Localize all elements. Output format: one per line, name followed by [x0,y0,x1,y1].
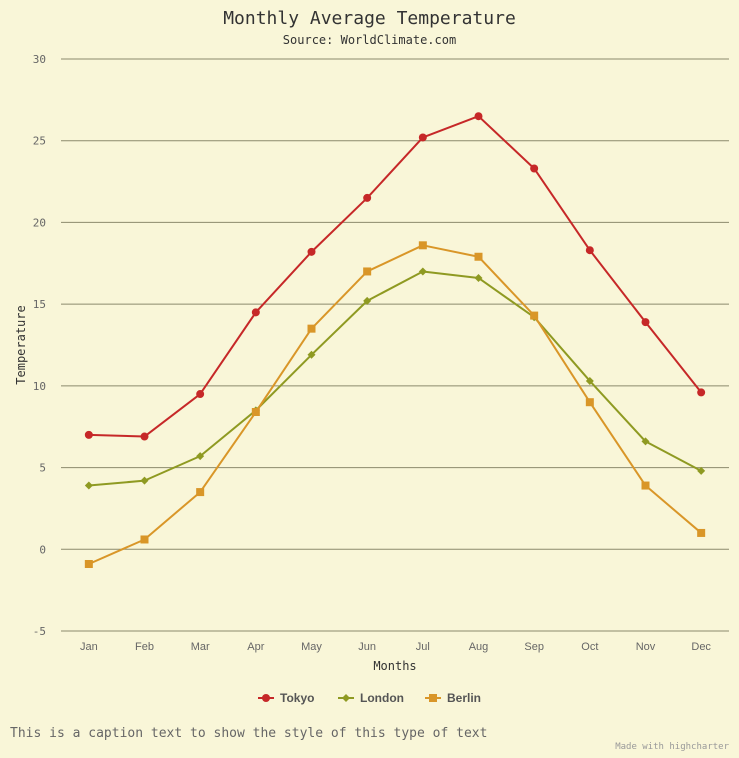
y-axis-label: Temperature [14,305,28,384]
data-point-berlin[interactable] [251,408,260,417]
data-point-london[interactable] [363,296,372,305]
legend-symbol-london [342,694,350,702]
data-point-tokyo[interactable] [363,193,372,202]
x-tick-label: Dec [691,641,711,653]
x-tick-label: Mar [191,641,210,653]
y-tick-label: 25 [33,135,46,148]
x-tick-label: May [301,641,322,653]
series-line-berlin[interactable] [87,244,703,565]
series-line-london[interactable] [87,270,703,487]
data-point-berlin[interactable] [196,488,205,497]
legend-item-berlin[interactable]: Berlin [425,691,481,705]
chart-subtitle: Source: WorldClimate.com [283,33,456,47]
y-tick-label: 15 [33,298,46,311]
x-tick-label: Sep [524,641,544,653]
data-point-tokyo[interactable] [84,430,93,439]
data-point-berlin[interactable] [641,481,650,490]
legend-label-london: London [360,691,404,705]
chart-title: Monthly Average Temperature [223,8,516,29]
grid-lines [61,58,729,632]
data-point-tokyo[interactable] [251,308,260,317]
data-point-london[interactable] [418,267,427,276]
series-line-tokyo[interactable] [87,115,703,438]
data-point-london[interactable] [697,466,706,475]
data-point-london[interactable] [196,452,205,461]
legend-label-berlin: Berlin [447,691,481,705]
series-tokyo [84,112,706,441]
legend-symbol-tokyo [262,694,270,702]
data-point-berlin[interactable] [418,241,427,250]
data-point-london[interactable] [474,273,483,282]
y-axis-ticks: -5 0 5 10 15 20 25 30 [33,53,46,638]
data-point-berlin[interactable] [307,324,316,333]
x-tick-label: Feb [135,641,154,653]
x-tick-label: Nov [636,641,656,653]
data-point-berlin[interactable] [474,252,483,261]
caption: This is a caption text to show the style… [10,726,487,741]
series-berlin [84,241,706,568]
series-london [84,267,706,490]
data-point-london[interactable] [585,376,594,385]
data-point-london[interactable] [140,476,149,485]
y-tick-label: 0 [39,543,46,556]
credits[interactable]: Made with highcharter [615,742,729,752]
data-point-tokyo[interactable] [641,318,650,327]
x-tick-label: Jul [416,641,430,653]
data-point-berlin[interactable] [363,267,372,276]
x-axis-label: Months [373,659,416,673]
legend-symbol-berlin [429,694,437,702]
data-point-tokyo[interactable] [474,112,483,121]
x-tick-label: Oct [581,641,598,653]
legend[interactable]: Tokyo London Berlin [258,691,481,705]
legend-label-tokyo: Tokyo [280,691,314,705]
y-tick-label: -5 [33,625,46,638]
data-point-berlin[interactable] [530,311,539,320]
data-point-london[interactable] [641,437,650,446]
data-point-berlin[interactable] [140,535,149,544]
x-tick-label: Aug [469,641,489,653]
x-tick-label: Apr [247,641,264,653]
data-point-tokyo[interactable] [196,390,205,399]
x-tick-label: Jan [80,641,98,653]
data-point-tokyo[interactable] [140,432,149,441]
legend-item-london[interactable]: London [338,691,404,705]
data-point-berlin[interactable] [697,528,706,537]
data-point-tokyo[interactable] [697,388,706,397]
data-point-berlin[interactable] [585,398,594,407]
x-axis-ticks: Jan Feb Mar Apr May Jun Jul Aug Sep Oct Nov Dec [80,641,711,653]
y-tick-label: 20 [33,216,46,229]
data-point-tokyo[interactable] [585,246,594,255]
y-tick-label: 10 [33,380,46,393]
legend-item-tokyo[interactable]: Tokyo [258,691,314,705]
data-point-berlin[interactable] [84,559,93,568]
y-tick-label: 5 [39,462,46,475]
data-point-tokyo[interactable] [307,247,316,256]
data-point-london[interactable] [307,350,316,359]
y-tick-label: 30 [33,53,46,66]
data-point-tokyo[interactable] [418,133,427,142]
data-point-london[interactable] [84,481,93,490]
data-point-tokyo[interactable] [530,164,539,173]
series-layer [84,112,706,568]
x-tick-label: Jun [358,641,376,653]
